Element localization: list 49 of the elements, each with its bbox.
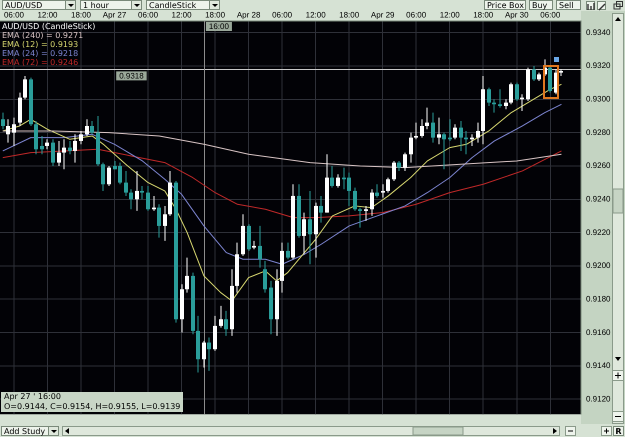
x-tick-label: 12:00 — [440, 10, 460, 20]
x-tick-label: Apr 28 — [236, 10, 261, 20]
y-tick-label: 0.9200 — [586, 261, 612, 270]
y-tick-label: 0.9340 — [586, 28, 612, 37]
text: EMA (12) = 0.9193 — [2, 40, 80, 49]
x-tick-label: 06:00 — [4, 10, 25, 20]
y-tick-label: 0.9160 — [586, 328, 612, 337]
text: EMA (72) = 0.9246 — [2, 58, 80, 67]
x-tick-label: Apr 29 — [370, 10, 396, 20]
annotation: O=0.9144, C=0.9154, H=0.9155, L=0.9139 — [4, 402, 180, 412]
x-tick-label: 12:00 — [172, 10, 192, 20]
text: Price Box — [487, 1, 524, 10]
text: R — [615, 427, 622, 436]
x-tick-label: 18:00 — [70, 10, 92, 20]
ref-line-label: 16:00 — [208, 22, 230, 32]
text: EMA (240) = 0.9271 — [2, 31, 84, 40]
candlestick — [448, 119, 452, 141]
y-tick-label: 0.9140 — [586, 361, 612, 370]
text: Sell — [559, 1, 574, 10]
x-tick-label: 18:00 — [339, 10, 360, 20]
x-tick-label: 06:00 — [138, 10, 159, 20]
text: 1 hour — [83, 1, 109, 10]
candlestick — [437, 118, 441, 144]
x-tick-label: 18:00 — [473, 10, 494, 20]
y-tick-label: 0.9120 — [586, 394, 612, 404]
y-tick-label: 0.9280 — [586, 128, 612, 137]
text: CandleStick — [149, 1, 196, 10]
y-tick-label: 0.9320 — [586, 61, 612, 70]
text: Buy — [532, 1, 548, 10]
text: Add Study — [4, 427, 46, 436]
candlestick — [464, 130, 468, 154]
x-tick-label: 12:00 — [37, 10, 58, 20]
x-tick-label: 06:00 — [540, 10, 561, 20]
text: AUD/USD — [5, 1, 42, 10]
ref-line-label: 0.9318 — [119, 72, 144, 81]
annotation: Apr 27 ' 16:00 — [4, 392, 62, 402]
x-tick-label: 06:00 — [272, 10, 293, 20]
y-tick-label: 0.9220 — [586, 228, 612, 237]
x-tick-label: 18:00 — [205, 10, 226, 20]
text: EMA (24) = 0.9218 — [2, 49, 80, 58]
y-tick-label: 0.9300 — [586, 94, 612, 104]
y-tick-label: 0.9260 — [586, 161, 612, 170]
x-tick-label: Apr 30 — [504, 10, 530, 20]
x-tick-label: Apr 27 — [102, 10, 127, 20]
x-tick-label: 06:00 — [406, 10, 427, 20]
chart-title: AUD/USD (CandleStick) — [2, 22, 96, 31]
y-tick-label: 0.9240 — [586, 194, 612, 204]
x-tick-label: 12:00 — [306, 10, 326, 20]
y-tick-label: 0.9180 — [586, 294, 612, 304]
